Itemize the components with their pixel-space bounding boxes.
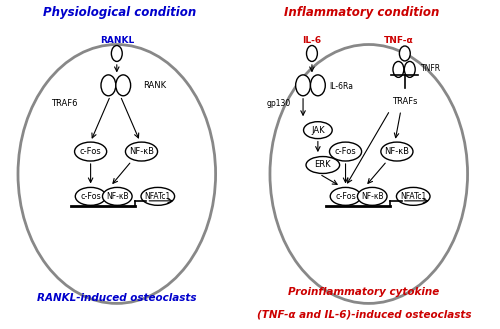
Ellipse shape (358, 188, 387, 205)
Ellipse shape (330, 142, 362, 161)
Text: TNFR: TNFR (420, 64, 441, 73)
Text: TRAF6: TRAF6 (50, 99, 77, 108)
Text: ERK: ERK (314, 161, 331, 169)
Ellipse shape (112, 45, 122, 62)
Ellipse shape (330, 188, 361, 205)
Ellipse shape (404, 62, 415, 77)
Text: c-Fos: c-Fos (80, 192, 101, 201)
Text: c-Fos: c-Fos (80, 147, 102, 156)
Text: Inflammatory condition: Inflammatory condition (284, 6, 439, 19)
Text: RANKL: RANKL (100, 36, 134, 45)
Text: NF-κB: NF-κB (106, 192, 128, 201)
Text: Physiological condition: Physiological condition (42, 6, 196, 19)
Text: NFATc1: NFATc1 (144, 192, 171, 201)
Text: gp130: gp130 (266, 99, 290, 108)
Text: JAK: JAK (311, 126, 324, 135)
Text: (TNF-α and IL-6)-induced osteoclasts: (TNF-α and IL-6)-induced osteoclasts (256, 309, 471, 319)
Text: NF-κB: NF-κB (361, 192, 384, 201)
Ellipse shape (74, 142, 106, 161)
Text: c-Fos: c-Fos (335, 192, 356, 201)
Text: TNF-α: TNF-α (384, 36, 414, 45)
Ellipse shape (270, 44, 468, 303)
Text: RANKL-induced osteoclasts: RANKL-induced osteoclasts (37, 293, 196, 303)
Ellipse shape (102, 188, 132, 205)
Ellipse shape (306, 157, 340, 173)
Ellipse shape (396, 188, 430, 205)
Ellipse shape (18, 44, 216, 303)
Text: NF-κB: NF-κB (129, 147, 154, 156)
Ellipse shape (76, 188, 106, 205)
Text: c-Fos: c-Fos (334, 147, 356, 156)
Ellipse shape (126, 142, 158, 161)
Ellipse shape (296, 75, 310, 96)
Ellipse shape (101, 75, 116, 96)
Ellipse shape (310, 75, 326, 96)
Text: Proinflammatory cytokine: Proinflammatory cytokine (288, 288, 440, 297)
Text: TRAFs: TRAFs (392, 97, 417, 106)
Text: IL-6Ra: IL-6Ra (329, 82, 353, 91)
Ellipse shape (393, 62, 404, 77)
Ellipse shape (381, 142, 413, 161)
Text: RANK: RANK (143, 81, 166, 90)
Ellipse shape (141, 188, 174, 205)
Ellipse shape (116, 75, 130, 96)
Ellipse shape (400, 46, 410, 61)
Ellipse shape (306, 45, 318, 62)
Text: IL-6: IL-6 (302, 36, 322, 45)
Text: NF-κB: NF-κB (384, 147, 409, 156)
Text: NFATc1: NFATc1 (400, 192, 426, 201)
Ellipse shape (304, 122, 332, 139)
